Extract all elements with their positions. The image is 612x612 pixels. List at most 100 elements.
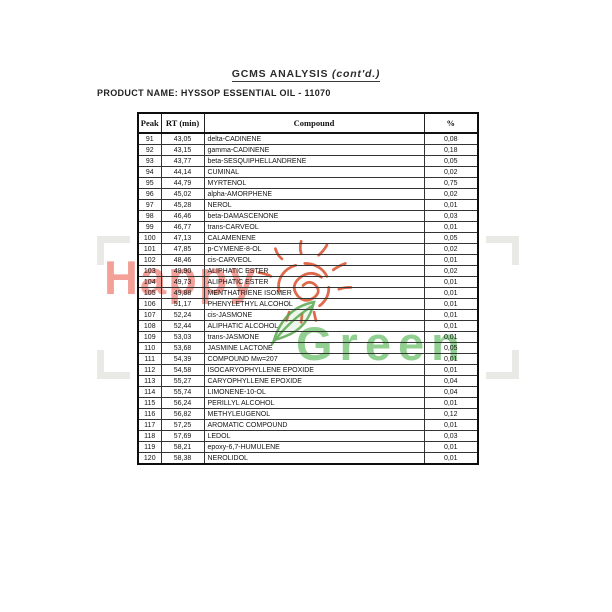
rt-cell: 44,79 bbox=[160, 177, 205, 189]
rt-cell: 46,77 bbox=[160, 221, 205, 233]
table-row: 115 56,24 PERILLYL ALCOHOL 0,01 bbox=[137, 397, 479, 409]
table-row: 106 51,17 PHENYLETHYL ALCOHOL 0,01 bbox=[137, 298, 479, 310]
peak-cell: 95 bbox=[137, 177, 162, 189]
peak-cell: 94 bbox=[137, 166, 162, 178]
column-header-percent: % bbox=[423, 112, 479, 134]
table-row: 105 49,88 MENTHATRIENE ISOMER 0,01 bbox=[137, 287, 479, 299]
compound-cell: p-CYMENE-8-OL bbox=[203, 243, 425, 255]
percent-cell: 0,01 bbox=[423, 287, 479, 299]
compound-cell: cis-CARVEOL bbox=[203, 254, 425, 266]
table-row: 92 43,15 gamma-CADINENE 0,18 bbox=[137, 144, 479, 156]
table-row: 91 43,05 delta-CADINENE 0,08 bbox=[137, 132, 479, 145]
peak-cell: 101 bbox=[137, 243, 162, 255]
corner-bracket-icon bbox=[97, 350, 130, 379]
peak-cell: 112 bbox=[137, 364, 162, 376]
compound-cell: JASMINE LACTONE bbox=[203, 342, 425, 354]
peak-cell: 96 bbox=[137, 188, 162, 200]
table-row: 118 57,69 LEDOL 0,03 bbox=[137, 430, 479, 442]
peak-cell: 119 bbox=[137, 441, 162, 453]
rt-cell: 51,17 bbox=[160, 298, 205, 310]
rt-cell: 54,39 bbox=[160, 353, 205, 365]
peak-cell: 113 bbox=[137, 375, 162, 387]
rt-cell: 43,77 bbox=[160, 155, 205, 167]
page-title-main: GCMS ANALYSIS bbox=[231, 68, 329, 80]
rt-cell: 53,03 bbox=[160, 331, 205, 343]
table-row: 117 57,25 AROMATIC COMPOUND 0,01 bbox=[137, 419, 479, 431]
peak-cell: 104 bbox=[137, 276, 162, 288]
compound-cell: ISOCARYOPHYLLENE EPOXIDE bbox=[203, 364, 425, 376]
table-row: 97 45,28 NEROL 0,01 bbox=[137, 199, 479, 211]
peak-cell: 98 bbox=[137, 210, 162, 222]
compound-cell: CARYOPHYLLENE EPOXIDE bbox=[203, 375, 425, 387]
table-body: 91 43,05 delta-CADINENE 0,08 92 43,15 gamma-CA… bbox=[137, 132, 479, 465]
compound-cell: ALIPHATIC ESTER bbox=[203, 276, 425, 288]
page-title: GCMS ANALYSIS (cont'd.) bbox=[0, 68, 612, 82]
rt-cell: 49,88 bbox=[160, 287, 205, 299]
table-row: 94 44,14 CUMINAL 0,02 bbox=[137, 166, 479, 178]
table-row: 96 45,02 alpha-AMORPHENE 0,02 bbox=[137, 188, 479, 200]
page-title-suffix: (cont'd.) bbox=[332, 68, 381, 80]
percent-cell: 0,75 bbox=[423, 177, 479, 189]
table-row: 120 58,38 NEROLIDOL 0,01 bbox=[137, 452, 479, 465]
percent-cell: 0,05 bbox=[423, 342, 479, 354]
gcms-results-table: Peak RT (min) Compound % 91 43,05 delta-CA… bbox=[137, 112, 479, 465]
product-name-line: PRODUCT NAME: HYSSOP ESSENTIAL OIL - 110… bbox=[97, 88, 331, 98]
column-header-compound: Compound bbox=[203, 112, 425, 134]
compound-cell: PHENYLETHYL ALCOHOL bbox=[203, 298, 425, 310]
rt-cell: 49,73 bbox=[160, 276, 205, 288]
table-row: 99 46,77 trans-CARVEOL 0,01 bbox=[137, 221, 479, 233]
compound-cell: trans-JASMONE bbox=[203, 331, 425, 343]
peak-cell: 107 bbox=[137, 309, 162, 321]
rt-cell: 54,58 bbox=[160, 364, 205, 376]
percent-cell: 0,12 bbox=[423, 408, 479, 420]
table-row: 114 55,74 LIMONENE-10-OL 0,04 bbox=[137, 386, 479, 398]
compound-cell: MENTHATRIENE ISOMER bbox=[203, 287, 425, 299]
table-row: 104 49,73 ALIPHATIC ESTER 0,01 bbox=[137, 276, 479, 288]
peak-cell: 92 bbox=[137, 144, 162, 156]
compound-cell: beta-DAMASCENONE bbox=[203, 210, 425, 222]
compound-cell: METHYLEUGENOL bbox=[203, 408, 425, 420]
percent-cell: 0,01 bbox=[423, 452, 479, 465]
percent-cell: 0,01 bbox=[423, 364, 479, 376]
compound-cell: epoxy-6,7-HUMULENE bbox=[203, 441, 425, 453]
compound-cell: alpha-AMORPHENE bbox=[203, 188, 425, 200]
compound-cell: LEDOL bbox=[203, 430, 425, 442]
corner-bracket-icon bbox=[97, 236, 130, 265]
percent-cell: 0,01 bbox=[423, 298, 479, 310]
table-row: 93 43,77 beta-SESQUIPHELLANDRENE 0,05 bbox=[137, 155, 479, 167]
percent-cell: 0,01 bbox=[423, 419, 479, 431]
percent-cell: 0,01 bbox=[423, 276, 479, 288]
peak-cell: 114 bbox=[137, 386, 162, 398]
compound-cell: NEROL bbox=[203, 199, 425, 211]
column-header-peak: Peak bbox=[137, 112, 162, 134]
rt-cell: 53,68 bbox=[160, 342, 205, 354]
rt-cell: 44,14 bbox=[160, 166, 205, 178]
percent-cell: 0,02 bbox=[423, 166, 479, 178]
table-row: 116 56,82 METHYLEUGENOL 0,12 bbox=[137, 408, 479, 420]
compound-cell: CUMINAL bbox=[203, 166, 425, 178]
peak-cell: 97 bbox=[137, 199, 162, 211]
compound-cell: ALIPHATIC ESTER bbox=[203, 265, 425, 277]
compound-cell: COMPOUND Mw=207 bbox=[203, 353, 425, 365]
percent-cell: 0,04 bbox=[423, 386, 479, 398]
peak-cell: 105 bbox=[137, 287, 162, 299]
compound-cell: AROMATIC COMPOUND bbox=[203, 419, 425, 431]
percent-cell: 0,08 bbox=[423, 132, 479, 145]
percent-cell: 0,05 bbox=[423, 155, 479, 167]
rt-cell: 58,38 bbox=[160, 452, 205, 465]
corner-bracket-icon bbox=[486, 350, 519, 379]
table-row: 109 53,03 trans-JASMONE 0,01 bbox=[137, 331, 479, 343]
peak-cell: 103 bbox=[137, 265, 162, 277]
compound-cell: LIMONENE-10-OL bbox=[203, 386, 425, 398]
percent-cell: 0,01 bbox=[423, 254, 479, 266]
compound-cell: ALIPHATIC ALCOHOL bbox=[203, 320, 425, 332]
compound-cell: PERILLYL ALCOHOL bbox=[203, 397, 425, 409]
peak-cell: 109 bbox=[137, 331, 162, 343]
table-row: 107 52,24 cis-JASMONE 0,01 bbox=[137, 309, 479, 321]
percent-cell: 0,01 bbox=[423, 353, 479, 365]
percent-cell: 0,03 bbox=[423, 210, 479, 222]
table-row: 102 48,46 cis-CARVEOL 0,01 bbox=[137, 254, 479, 266]
percent-cell: 0,05 bbox=[423, 232, 479, 244]
table-row: 110 53,68 JASMINE LACTONE 0,05 bbox=[137, 342, 479, 354]
